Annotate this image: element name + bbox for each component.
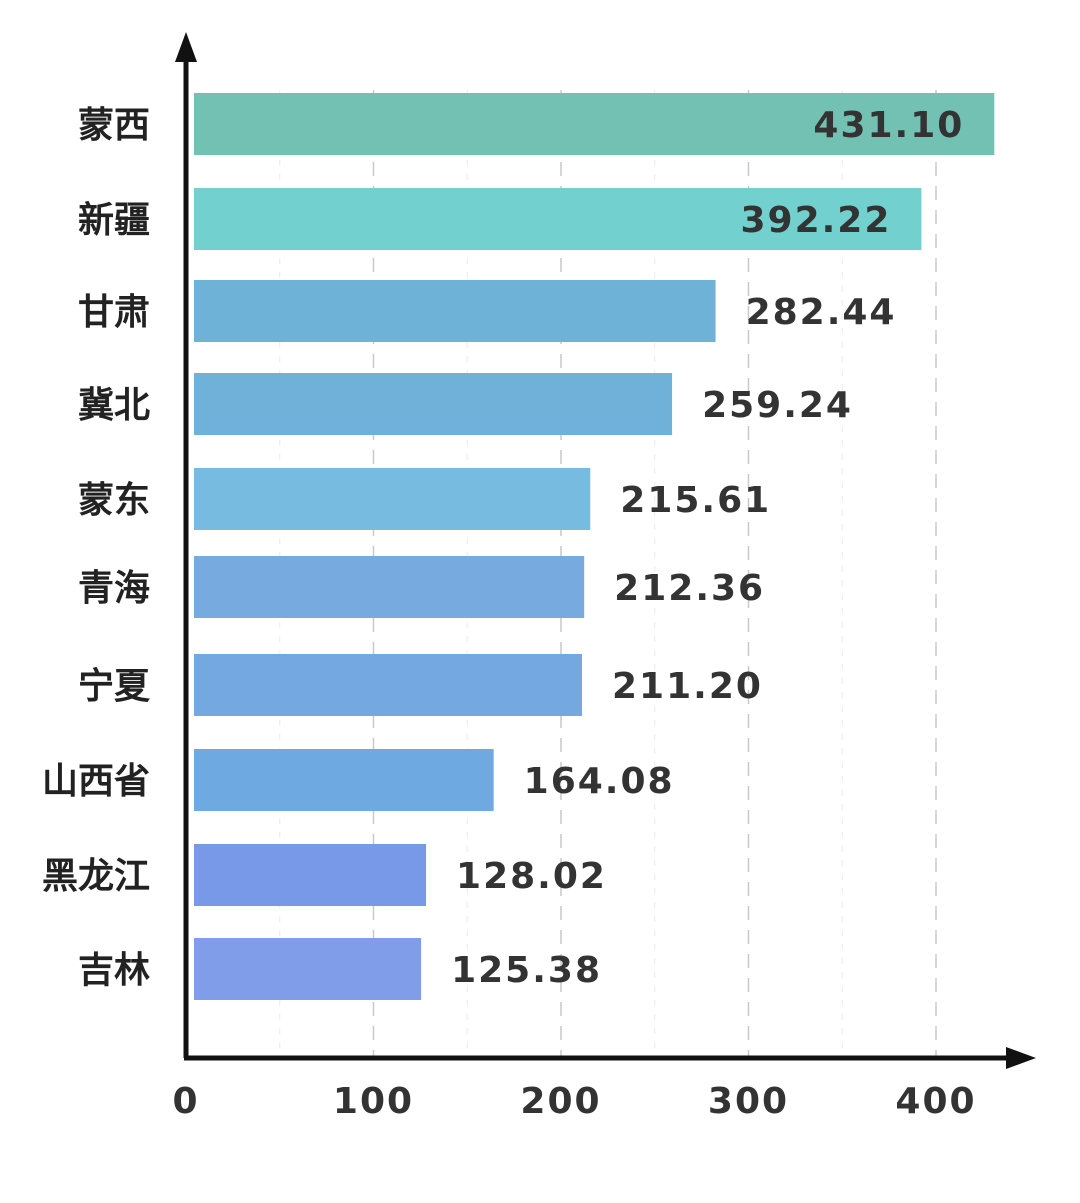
category-label: 青海	[78, 568, 150, 609]
bar-1	[194, 188, 922, 250]
value-label: 164.08	[524, 761, 675, 802]
category-label: 吉林	[78, 950, 150, 991]
y-axis-arrow	[175, 32, 197, 62]
axes	[175, 32, 1036, 1069]
bar-8	[194, 844, 427, 906]
bar-6	[194, 654, 582, 716]
bar-5	[194, 556, 585, 618]
value-label: 282.44	[746, 292, 897, 333]
category-label: 山西省	[42, 761, 150, 802]
bar-0	[194, 93, 995, 155]
bar-4	[194, 468, 591, 530]
bar-7	[194, 749, 494, 811]
category-label: 蒙东	[78, 480, 150, 521]
value-label: 431.10	[813, 105, 964, 146]
value-label: 212.36	[614, 568, 765, 609]
bar-3	[194, 373, 673, 435]
value-label: 125.38	[451, 950, 602, 991]
x-tick-label: 200	[520, 1081, 601, 1122]
x-tick-label: 0	[172, 1081, 199, 1122]
category-label: 宁夏	[78, 666, 151, 707]
bar-2	[194, 280, 716, 342]
bar-9	[194, 938, 422, 1000]
x-axis-arrow	[1006, 1047, 1036, 1069]
x-tick-label: 100	[333, 1081, 414, 1122]
x-tick-label: 300	[708, 1081, 789, 1122]
value-label: 215.61	[620, 480, 771, 521]
x-tick-labels: 0 100 200 300 400	[172, 1081, 976, 1122]
value-label: 128.02	[456, 856, 607, 897]
category-label: 新疆	[78, 200, 150, 241]
category-label: 蒙西	[78, 105, 150, 146]
category-label: 甘肃	[78, 292, 150, 333]
value-label: 392.22	[740, 200, 891, 241]
category-label: 冀北	[78, 385, 150, 426]
labels: 蒙西 431.10 新疆 392.22 甘肃 282.44 冀北 259.24 蒙东 215.61…	[42, 105, 964, 991]
x-tick-label: 400	[895, 1081, 976, 1122]
value-label: 211.20	[612, 666, 763, 707]
category-label: 黑龙江	[42, 856, 150, 897]
value-label: 259.24	[702, 385, 853, 426]
bars	[194, 93, 995, 1000]
